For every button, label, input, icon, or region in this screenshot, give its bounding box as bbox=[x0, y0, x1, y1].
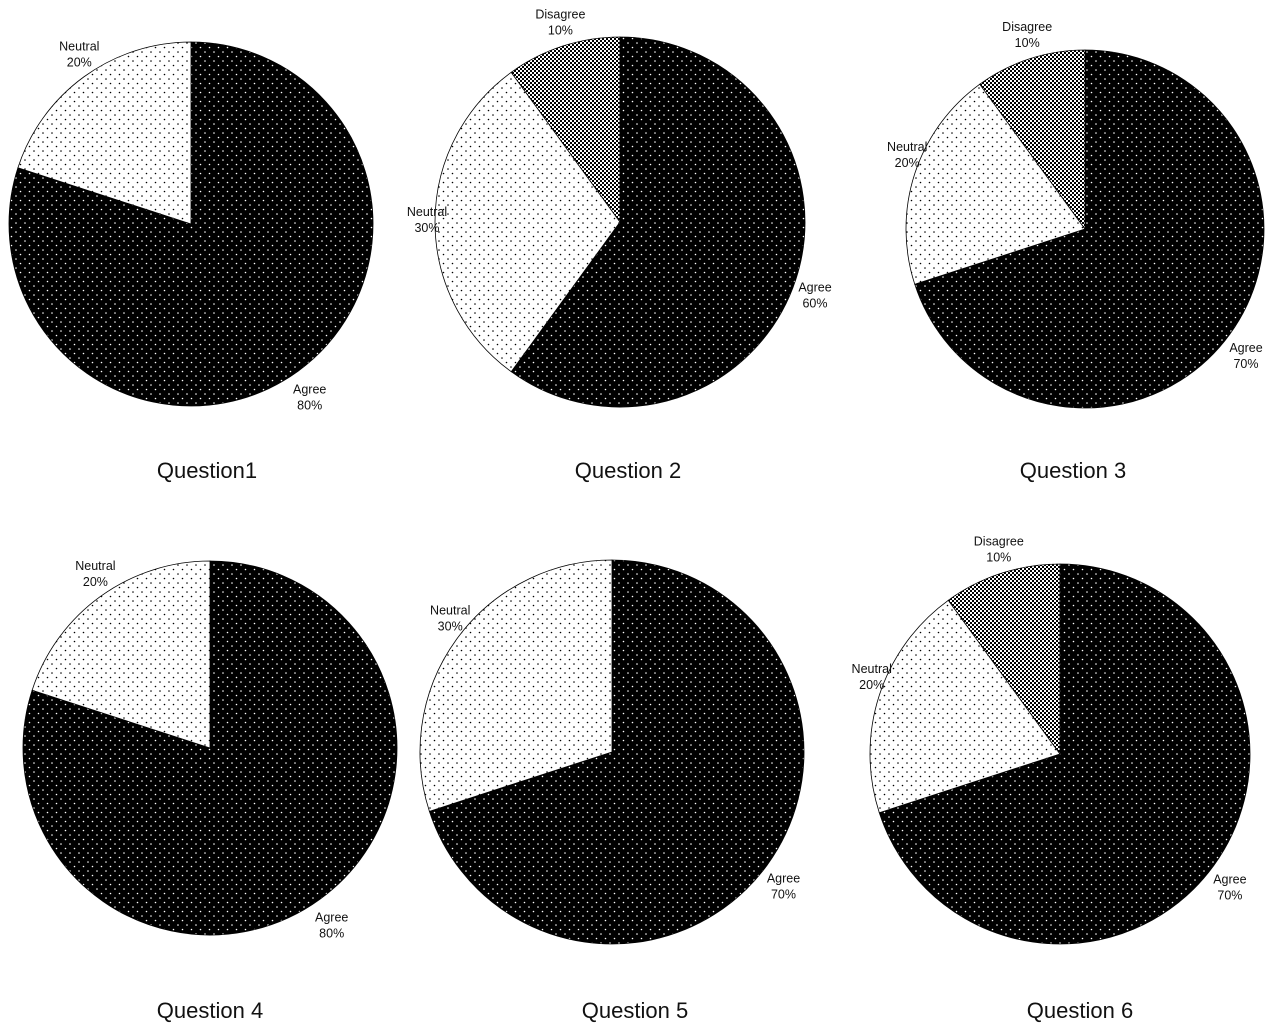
slice-value-label-neutral: 20% bbox=[895, 156, 920, 170]
pie-slice-neutral bbox=[905, 83, 1086, 285]
slice-label-agree: Agree bbox=[798, 280, 831, 294]
slice-value-label-agree: 70% bbox=[771, 888, 796, 902]
pie-slice-disagree bbox=[510, 36, 621, 224]
chart-title: Question 4 bbox=[157, 998, 263, 1023]
pie-slice-disagree bbox=[947, 563, 1061, 756]
pie-slice-neutral bbox=[869, 599, 1061, 814]
pie-slice-agree bbox=[914, 49, 1265, 409]
slice-value-label-disagree: 10% bbox=[548, 23, 573, 37]
pie-slice-agree bbox=[8, 41, 374, 407]
slice-label-agree: Agree bbox=[1229, 341, 1262, 355]
pie-slice-neutral bbox=[419, 559, 613, 812]
slice-label-neutral: Neutral bbox=[430, 603, 470, 617]
slice-label-agree: Agree bbox=[1213, 872, 1246, 886]
slice-label-disagree: Disagree bbox=[535, 7, 585, 21]
pie-slice-neutral bbox=[17, 41, 192, 225]
slice-label-neutral: Neutral bbox=[407, 205, 447, 219]
slice-label-neutral: Neutral bbox=[852, 662, 892, 676]
slice-value-label-agree: 80% bbox=[319, 927, 344, 941]
pie-chart-3: Agree 70% Neutral 20% Disagree 10% Question 3 bbox=[887, 20, 1265, 483]
slice-value-label-neutral: 30% bbox=[414, 221, 439, 235]
chart-title: Question 3 bbox=[1020, 458, 1126, 483]
pie-chart-2: Agree 60% Neutral 30% Disagree 10% Question 2 bbox=[407, 7, 832, 483]
pie-slice-agree bbox=[428, 559, 805, 945]
chart-title: Question 2 bbox=[575, 458, 681, 483]
chart-title: Question 5 bbox=[582, 998, 688, 1023]
pie-slice-neutral bbox=[434, 71, 621, 373]
slice-value-label-agree: 70% bbox=[1217, 888, 1242, 902]
slice-value-label-agree: 70% bbox=[1233, 357, 1258, 371]
pie-slice-disagree bbox=[979, 49, 1086, 231]
slice-value-label-neutral: 20% bbox=[83, 575, 108, 589]
slice-label-neutral: Neutral bbox=[887, 140, 927, 154]
slice-value-label-agree: 60% bbox=[802, 296, 827, 310]
slice-value-label-neutral: 20% bbox=[67, 55, 92, 69]
slice-value-label-disagree: 10% bbox=[986, 551, 1011, 565]
pie-slice-neutral bbox=[31, 560, 211, 749]
slice-label-agree: Agree bbox=[315, 911, 348, 925]
pie-slice-agree bbox=[878, 563, 1251, 945]
pie-chart-5: Agree 70% Neutral 30% Question 5 bbox=[419, 559, 805, 1023]
slice-value-label-disagree: 10% bbox=[1015, 36, 1040, 50]
slice-label-agree: Agree bbox=[293, 382, 326, 396]
slice-label-disagree: Disagree bbox=[1002, 20, 1052, 34]
slice-value-label-neutral: 20% bbox=[859, 678, 884, 692]
slice-value-label-agree: 80% bbox=[297, 398, 322, 412]
slice-label-neutral: Neutral bbox=[75, 559, 115, 573]
chart-title: Question 6 bbox=[1027, 998, 1133, 1023]
slice-label-neutral: Neutral bbox=[59, 39, 99, 53]
slice-value-label-neutral: 30% bbox=[438, 619, 463, 633]
slice-label-agree: Agree bbox=[767, 872, 800, 886]
chart-title: Question1 bbox=[157, 458, 257, 483]
slice-label-disagree: Disagree bbox=[974, 535, 1024, 549]
pie-chart-1: Agree 80% Neutral 20% Question1 bbox=[8, 39, 374, 483]
pie-chart-4: Agree 80% Neutral 20% Question 4 bbox=[22, 559, 398, 1023]
pie-slice-agree bbox=[510, 36, 806, 408]
pie-chart-6: Agree 70% Neutral 20% Disagree 10% Question 6 bbox=[852, 535, 1251, 1023]
